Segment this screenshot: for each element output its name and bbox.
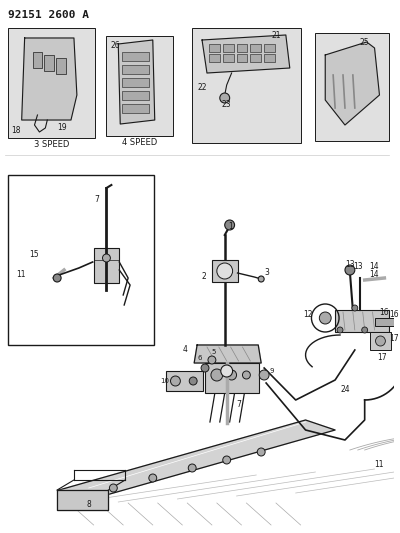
Bar: [106, 36, 174, 136]
Text: 5: 5: [212, 349, 216, 355]
Circle shape: [211, 369, 223, 381]
Text: 19: 19: [57, 123, 67, 132]
Circle shape: [223, 456, 231, 464]
Circle shape: [227, 370, 236, 380]
Circle shape: [149, 474, 157, 482]
Bar: [122, 52, 149, 61]
Circle shape: [345, 265, 355, 275]
Polygon shape: [57, 490, 108, 510]
Bar: [166, 371, 203, 391]
Circle shape: [225, 220, 234, 230]
Text: 18: 18: [11, 126, 20, 135]
Text: 16: 16: [389, 310, 399, 319]
Bar: [250, 54, 261, 62]
Text: 24: 24: [340, 385, 350, 394]
Circle shape: [110, 484, 117, 492]
Circle shape: [259, 370, 269, 380]
Bar: [122, 65, 149, 74]
Circle shape: [258, 276, 264, 282]
Bar: [122, 78, 149, 87]
Circle shape: [170, 376, 180, 386]
Bar: [370, 332, 391, 350]
Polygon shape: [194, 345, 261, 363]
Text: 16: 16: [380, 308, 389, 317]
Bar: [209, 44, 220, 52]
Text: 1: 1: [229, 222, 234, 231]
Circle shape: [221, 365, 233, 377]
Bar: [122, 91, 149, 100]
Circle shape: [102, 254, 110, 262]
Text: 3: 3: [264, 268, 269, 277]
Text: 7: 7: [236, 400, 242, 409]
Bar: [223, 54, 234, 62]
Circle shape: [362, 327, 368, 333]
Text: 21: 21: [271, 31, 280, 40]
Bar: [250, 44, 261, 52]
Text: 92151 2600 A: 92151 2600 A: [8, 10, 89, 20]
Text: 4 SPEED: 4 SPEED: [122, 138, 158, 147]
Text: 4: 4: [182, 345, 187, 354]
Text: 9: 9: [269, 368, 274, 374]
Polygon shape: [202, 35, 290, 73]
Text: 17: 17: [378, 353, 387, 362]
Text: 7: 7: [95, 195, 100, 204]
Text: 14: 14: [370, 262, 379, 271]
Bar: [374, 318, 399, 326]
Bar: [223, 44, 234, 52]
Bar: [315, 33, 389, 141]
Bar: [264, 54, 275, 62]
Bar: [205, 363, 259, 393]
Circle shape: [201, 364, 209, 372]
Text: 8: 8: [87, 500, 92, 509]
Bar: [335, 310, 389, 332]
Bar: [264, 44, 275, 52]
Circle shape: [257, 448, 265, 456]
Text: 25: 25: [360, 38, 369, 47]
Circle shape: [189, 377, 197, 385]
Text: 15: 15: [30, 250, 39, 259]
Bar: [8, 175, 154, 345]
Circle shape: [376, 336, 385, 346]
Bar: [236, 44, 247, 52]
Text: 2: 2: [201, 272, 206, 281]
Text: 11: 11: [16, 270, 25, 279]
Text: 6: 6: [197, 355, 202, 361]
Text: 23: 23: [222, 100, 231, 109]
Bar: [192, 28, 301, 143]
Text: 3 SPEED: 3 SPEED: [34, 140, 69, 149]
Bar: [44, 55, 54, 71]
Bar: [56, 58, 66, 74]
Circle shape: [242, 371, 250, 379]
Text: 14: 14: [370, 270, 379, 279]
Circle shape: [53, 274, 61, 282]
Text: 17: 17: [389, 334, 399, 343]
Circle shape: [319, 312, 331, 324]
Circle shape: [208, 356, 216, 364]
Bar: [32, 52, 42, 68]
Polygon shape: [22, 38, 77, 120]
Circle shape: [352, 305, 358, 311]
Bar: [122, 104, 149, 113]
Text: 11: 11: [374, 460, 384, 469]
Text: 26: 26: [110, 41, 120, 50]
Circle shape: [337, 327, 343, 333]
Text: 13: 13: [345, 260, 354, 269]
Bar: [212, 260, 238, 282]
Polygon shape: [59, 420, 335, 500]
Text: 13: 13: [353, 262, 362, 271]
Polygon shape: [118, 40, 155, 124]
Bar: [8, 28, 95, 138]
Polygon shape: [325, 42, 380, 125]
Circle shape: [217, 263, 233, 279]
Bar: [236, 54, 247, 62]
Bar: [209, 54, 220, 62]
Text: 22: 22: [197, 83, 207, 92]
Text: 10: 10: [161, 378, 170, 384]
Circle shape: [188, 464, 196, 472]
Bar: [94, 248, 119, 283]
Text: 12: 12: [304, 310, 313, 319]
Circle shape: [220, 93, 230, 103]
